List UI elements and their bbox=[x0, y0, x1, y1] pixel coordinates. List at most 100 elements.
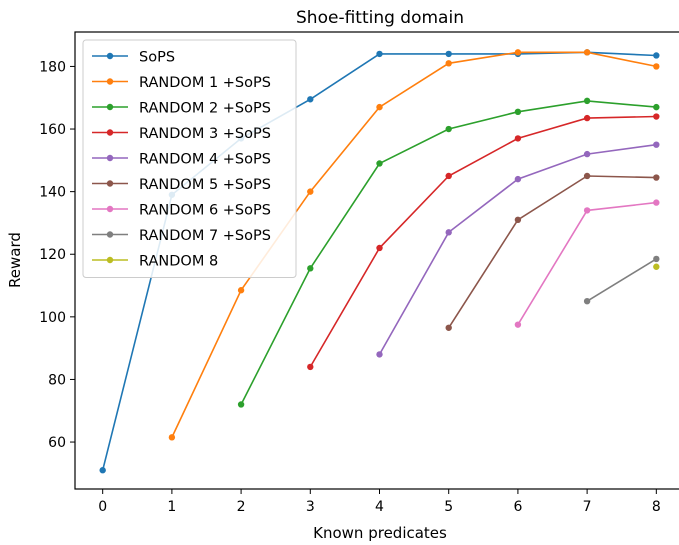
legend-label: RANDOM 5 +SoPS bbox=[139, 177, 271, 193]
legend-box bbox=[82, 39, 297, 278]
data-point bbox=[583, 114, 591, 122]
x-tick-label: 1 bbox=[167, 499, 176, 515]
data-point bbox=[445, 125, 452, 133]
data-point bbox=[445, 172, 452, 180]
legend-item: RANDOM 8 bbox=[92, 254, 218, 270]
legend-item: RANDOM 3 +SoPS bbox=[92, 126, 271, 142]
data-point bbox=[307, 96, 314, 103]
legend-item: RANDOM 7 +SoPS bbox=[92, 228, 271, 244]
series-line bbox=[309, 115, 657, 368]
data-point bbox=[583, 49, 591, 56]
legend-label: RANDOM 3 +SoPS bbox=[139, 126, 271, 142]
x-tick-label: 8 bbox=[652, 499, 661, 515]
series-line bbox=[448, 175, 657, 329]
y-tick-label: 100 bbox=[39, 310, 66, 326]
legend-marker bbox=[106, 78, 114, 85]
data-point bbox=[583, 97, 591, 105]
x-tick-label: 6 bbox=[513, 499, 522, 515]
series-8 bbox=[583, 255, 660, 305]
data-point bbox=[237, 401, 245, 408]
data-point bbox=[307, 363, 314, 371]
legend-item: RANDOM 6 +SoPS bbox=[92, 203, 271, 219]
legend-marker bbox=[106, 129, 114, 136]
legend-label: RANDOM 2 +SoPS bbox=[139, 101, 271, 117]
data-point bbox=[376, 160, 383, 167]
legend-item: RANDOM 2 +SoPS bbox=[92, 101, 271, 117]
data-point bbox=[514, 135, 522, 142]
y-tick-label: 180 bbox=[39, 59, 66, 75]
legend-marker bbox=[106, 205, 114, 213]
data-point bbox=[99, 467, 106, 474]
data-point bbox=[653, 174, 660, 181]
data-point bbox=[653, 255, 660, 263]
legend-marker bbox=[106, 52, 114, 60]
data-point bbox=[514, 175, 522, 183]
legend-marker bbox=[106, 103, 114, 111]
data-point bbox=[653, 52, 660, 59]
data-point bbox=[583, 150, 591, 158]
x-tick-label: 4 bbox=[375, 499, 384, 515]
data-point bbox=[653, 103, 660, 111]
data-point bbox=[376, 50, 383, 58]
x-tick-label: 0 bbox=[98, 499, 107, 515]
series-line bbox=[517, 201, 657, 326]
data-point bbox=[237, 287, 245, 294]
y-tick-label: 140 bbox=[39, 185, 66, 201]
legend-label: RANDOM 7 +SoPS bbox=[139, 228, 271, 244]
series-6 bbox=[445, 172, 660, 331]
legend-marker bbox=[106, 154, 114, 162]
data-point bbox=[445, 50, 452, 58]
legend-item: RANDOM 4 +SoPS bbox=[92, 152, 271, 168]
data-point bbox=[653, 141, 660, 148]
data-point bbox=[168, 434, 176, 441]
data-point bbox=[514, 321, 522, 328]
x-tick-label: 7 bbox=[583, 499, 592, 515]
legend-item: RANDOM 5 +SoPS bbox=[92, 177, 271, 193]
data-point bbox=[445, 229, 452, 236]
legend-marker bbox=[106, 256, 114, 264]
data-point bbox=[583, 207, 591, 214]
legend-marker bbox=[106, 231, 114, 238]
series-4 bbox=[307, 113, 660, 371]
legend-label: SoPS bbox=[139, 50, 175, 66]
data-point bbox=[307, 188, 314, 195]
legend: SoPS RANDOM 1 +SoPS RANDOM 2 +SoPS RANDOM 3… bbox=[82, 39, 297, 278]
legend-item: RANDOM 1 +SoPS bbox=[92, 75, 271, 91]
legend-marker bbox=[106, 180, 114, 187]
data-point bbox=[514, 216, 522, 224]
y-tick-label: 120 bbox=[39, 247, 66, 263]
data-point bbox=[376, 244, 383, 252]
data-point bbox=[376, 351, 383, 358]
data-point bbox=[376, 103, 383, 111]
x-tick-label: 2 bbox=[237, 499, 246, 515]
legend-label: RANDOM 8 bbox=[139, 254, 218, 270]
series-7 bbox=[514, 199, 660, 328]
x-tick-label: 3 bbox=[306, 499, 315, 515]
data-point bbox=[514, 108, 522, 116]
data-point bbox=[445, 324, 452, 331]
series-line bbox=[586, 258, 657, 302]
y-axis-label: Reward bbox=[6, 232, 24, 288]
legend-item: SoPS bbox=[92, 50, 175, 66]
y-tick-label: 80 bbox=[48, 372, 66, 388]
chart-title: Shoe-fitting domain bbox=[296, 8, 464, 28]
series-line bbox=[240, 100, 657, 405]
data-point bbox=[445, 60, 452, 67]
data-point bbox=[514, 49, 522, 56]
series-3 bbox=[237, 97, 660, 408]
y-tick-label: 160 bbox=[39, 122, 66, 138]
x-axis-label: Known predicates bbox=[313, 524, 447, 542]
legend-label: RANDOM 1 +SoPS bbox=[139, 75, 271, 91]
data-point bbox=[653, 199, 660, 206]
series-9 bbox=[653, 263, 660, 270]
data-point bbox=[583, 172, 591, 180]
y-tick-label: 60 bbox=[48, 435, 66, 451]
legend-label: RANDOM 4 +SoPS bbox=[139, 152, 271, 168]
series-5 bbox=[376, 141, 660, 358]
legend-label: RANDOM 6 +SoPS bbox=[139, 203, 271, 219]
x-tick-label: 5 bbox=[444, 499, 453, 515]
data-point bbox=[653, 263, 660, 270]
data-point bbox=[653, 63, 660, 70]
data-point bbox=[653, 113, 660, 120]
